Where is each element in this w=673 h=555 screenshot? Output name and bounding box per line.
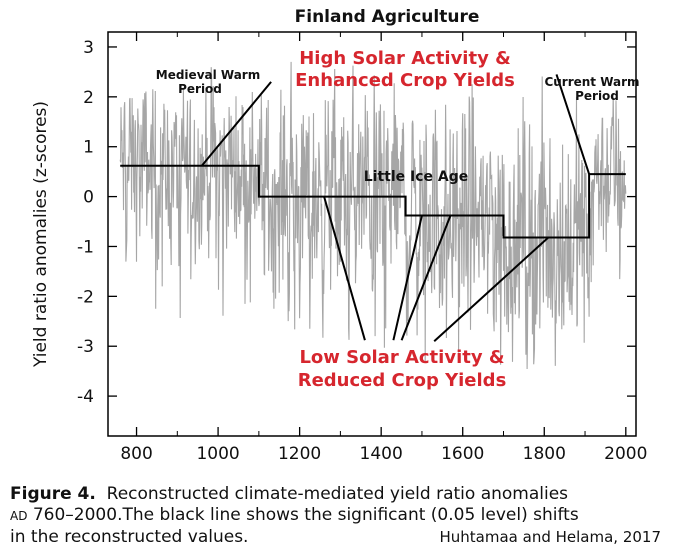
anomaly-series — [119, 61, 627, 370]
axis-ticks — [108, 32, 636, 436]
caption-line-2: AD 760–2000.The black line shows the sig… — [10, 505, 670, 527]
caption-line-3: in the reconstructed values. — [10, 527, 670, 548]
pointer-line-1 — [201, 81, 272, 167]
y-tick-label-1: 1 — [83, 138, 94, 158]
annotation-medieval-line1: Medieval Warm — [156, 68, 260, 82]
caption-text-3: in the reconstructed values. — [10, 527, 249, 547]
anomaly-line — [119, 61, 627, 370]
x-tick-label-1600: 1600 — [441, 444, 484, 464]
pointer-line-6 — [433, 236, 549, 342]
annotation-high-line2: Enhanced Crop Yields — [295, 70, 515, 91]
source-credit: Huhtamaa and Helama, 2017 — [439, 528, 662, 546]
x-tick-label-2000: 2000 — [604, 444, 647, 464]
annotation-little-ice-age: Little Ice Age — [364, 169, 469, 185]
pointer-line-2 — [555, 74, 591, 175]
annotation-low-line2: Reduced Crop Yields — [298, 370, 507, 391]
pointer-line-4 — [392, 215, 423, 341]
y-tick-label--2: -2 — [77, 287, 94, 307]
annotation-pointers — [201, 74, 591, 342]
y-tick-label-2: 2 — [83, 88, 94, 108]
figure-label: Figure 4. — [10, 484, 96, 504]
pointer-line-5 — [400, 215, 452, 341]
caption-line-1: Figure 4. Reconstructed climate-mediated… — [10, 484, 670, 505]
tick-labels: 800 1000 1200 1400 1600 1800 2000 3 2 1 0 -1 -2 -3 -4 — [77, 38, 647, 464]
x-tick-label-800: 800 — [120, 444, 152, 464]
annotation-current-line1: Current Warm — [544, 75, 639, 89]
chart-title: Finland Agriculture — [295, 7, 480, 27]
shift-step-path — [120, 164, 626, 239]
y-tick-label-0: 0 — [83, 188, 94, 208]
annotation-low-line1: Low Solar Activity & — [299, 347, 504, 368]
figure-caption: Figure 4. Reconstructed climate-mediated… — [10, 484, 670, 548]
annotation-medieval-line2: Period — [178, 82, 222, 96]
y-tick-label--1: -1 — [77, 237, 94, 257]
x-tick-label-1200: 1200 — [278, 444, 321, 464]
shift-step-line — [120, 164, 626, 239]
annotation-high-line1: High Solar Activity & — [299, 48, 511, 69]
y-tick-label-3: 3 — [83, 38, 94, 58]
y-tick-label--4: -4 — [77, 387, 94, 407]
x-tick-label-1800: 1800 — [523, 444, 566, 464]
pointer-line-3 — [323, 196, 366, 341]
x-tick-label-1400: 1400 — [360, 444, 403, 464]
caption-text-2: 760–2000.The black line shows the signif… — [27, 505, 579, 525]
y-tick-label--3: -3 — [77, 337, 94, 357]
chart: 800 1000 1200 1400 1600 1800 20003210-1-2-3-4 … — [31, 7, 647, 464]
y-axis-label: Yield ratio anomalies (z-scores) — [31, 101, 51, 368]
annotation-current-line2: Period — [575, 89, 619, 103]
caption-text-1: Reconstructed climate-mediated yield rat… — [106, 484, 569, 504]
plot-frame — [107, 31, 637, 437]
x-tick-label-1000: 1000 — [196, 444, 239, 464]
caption-era: AD — [10, 509, 28, 523]
